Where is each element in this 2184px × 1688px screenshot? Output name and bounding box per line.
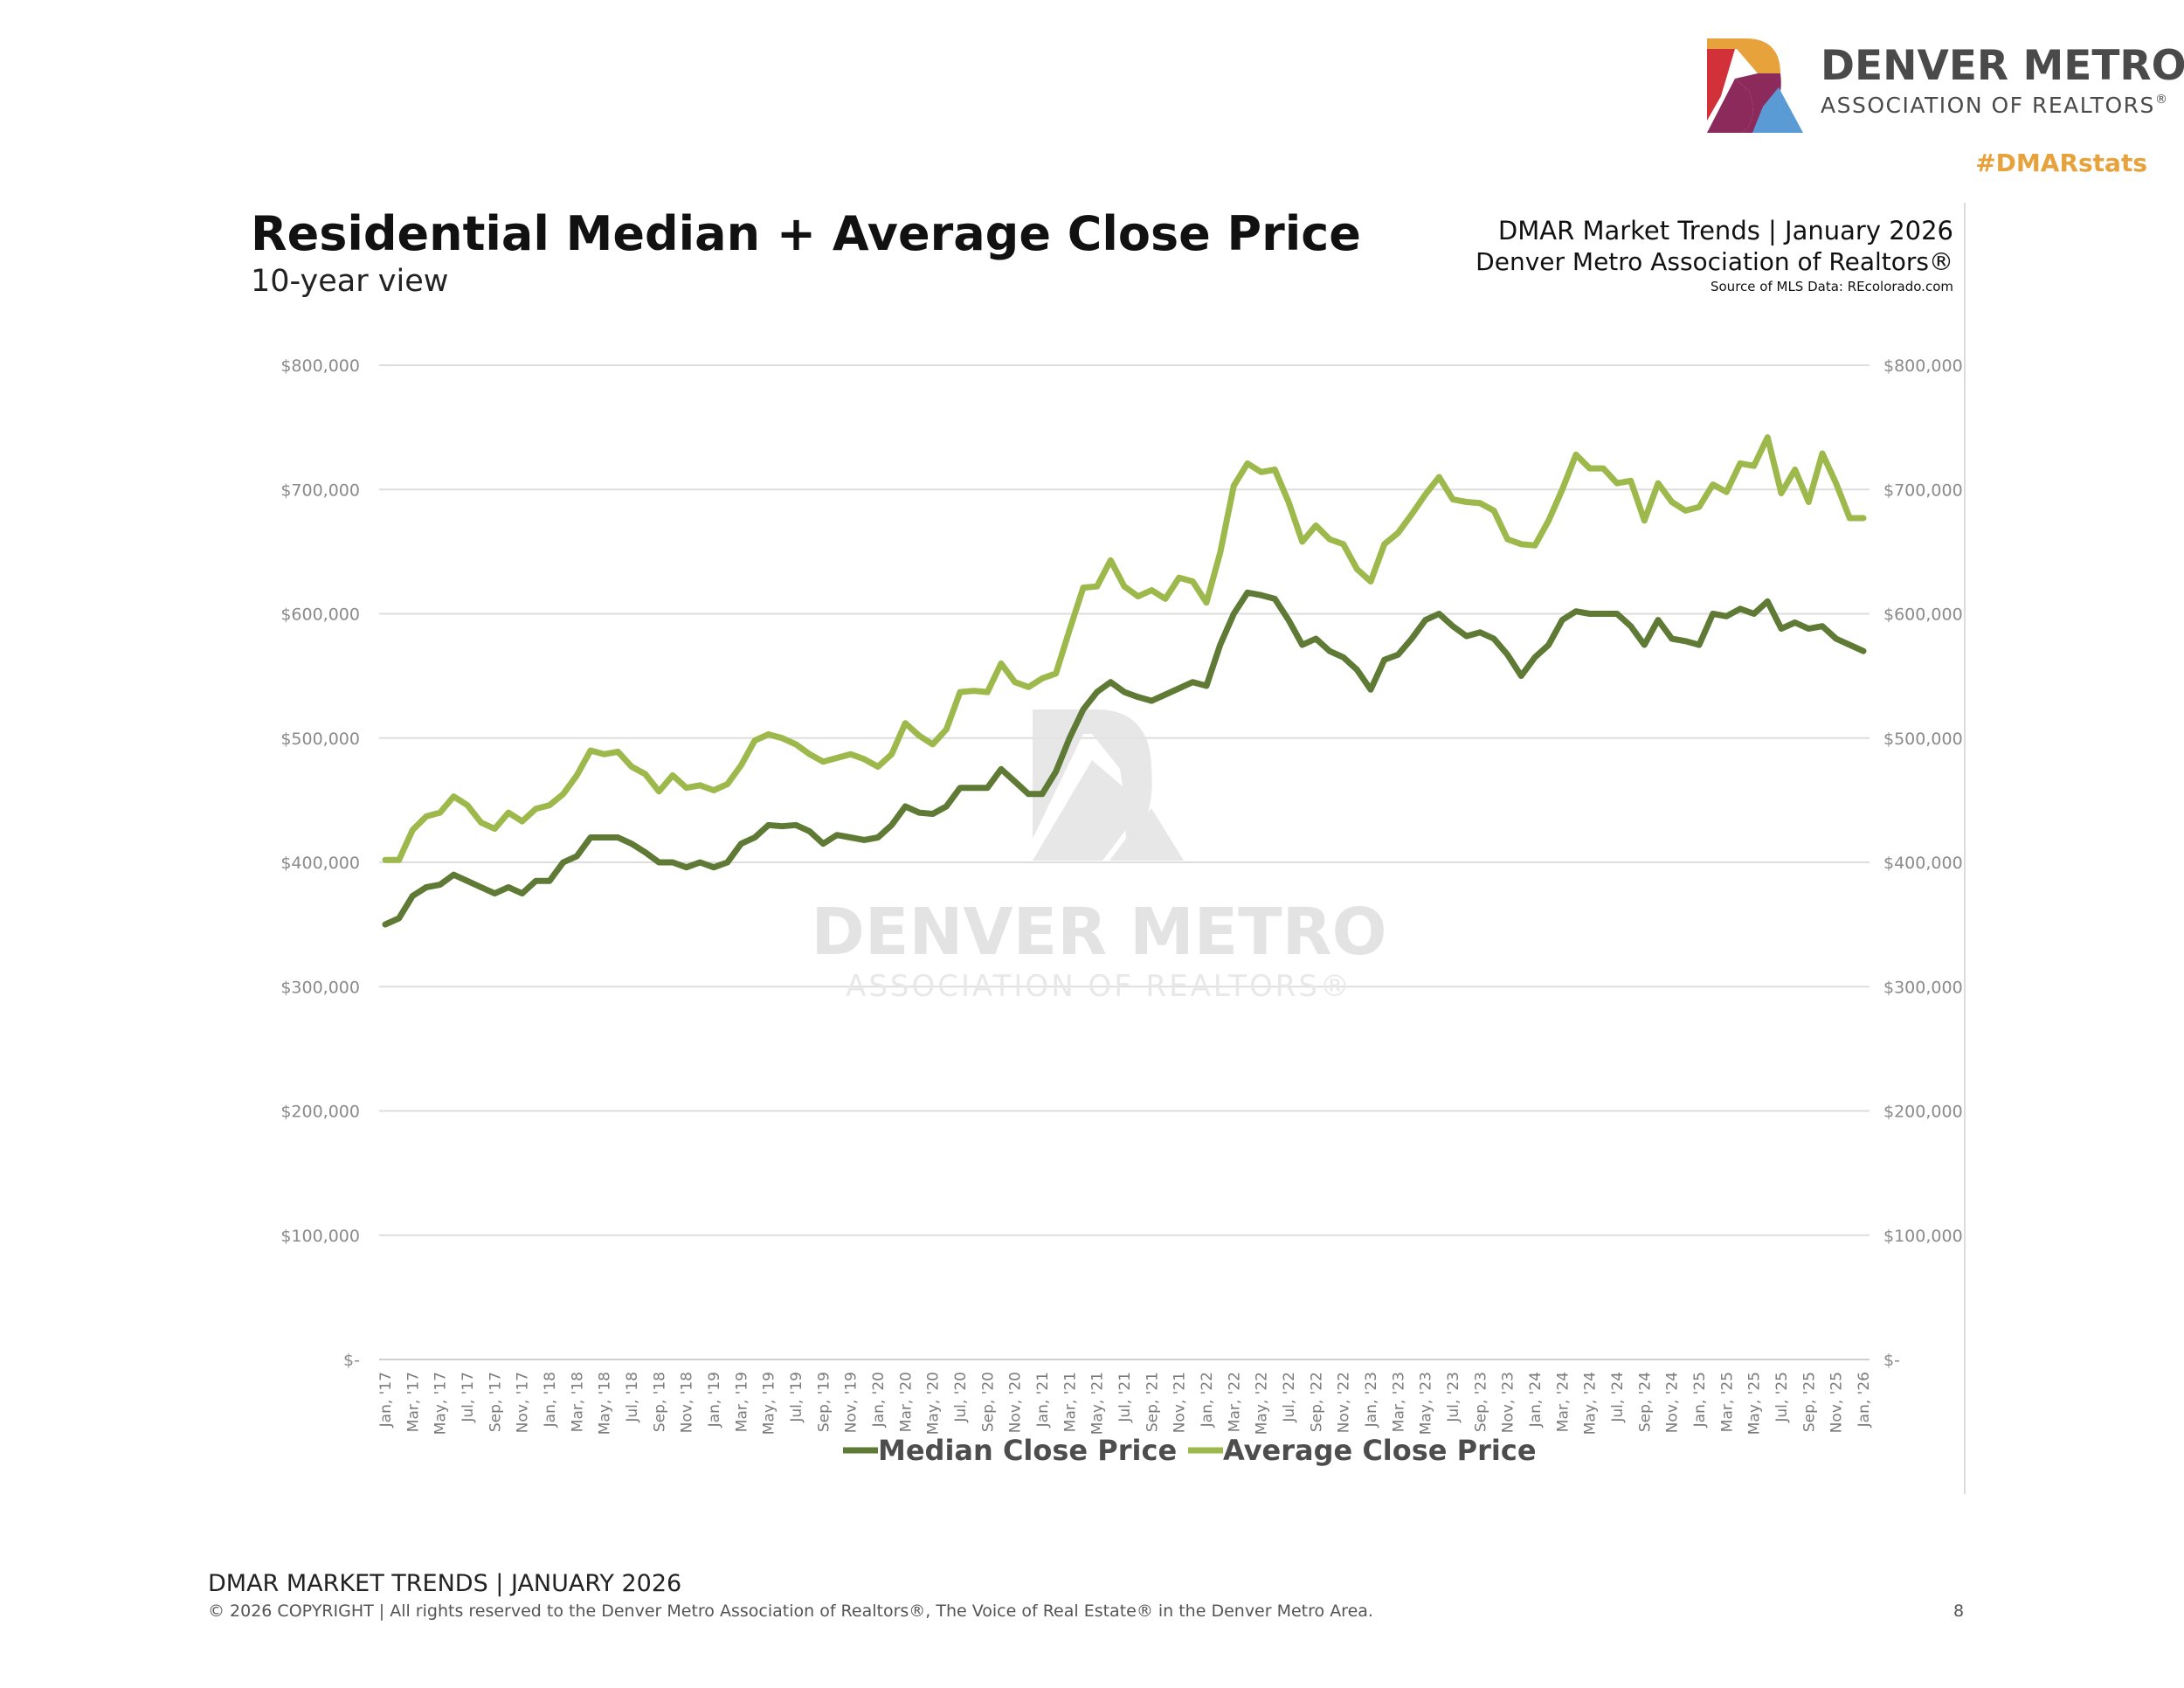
x-tick-label: Sep, '19 [815,1372,833,1432]
y-tick-label-left: $100,000 [280,1227,360,1246]
x-tick-label: Nov, '19 [843,1372,860,1433]
x-tick-label: Jan, '19 [706,1372,723,1428]
watermark-line1: DENVER METRO [811,895,1386,970]
x-tick-label: Nov, '22 [1336,1372,1353,1433]
y-tick-label-left: $400,000 [280,854,360,873]
x-tick-label: Mar, '21 [1061,1372,1079,1432]
series-line-median-close-price [382,589,1867,928]
y-tick-label-left: $- [343,1351,360,1370]
x-tick-label: May, '17 [432,1372,450,1435]
legend-label-average-close-price: Average Close Price [1223,1434,1537,1467]
x-tick-label: Mar, '18 [569,1372,586,1432]
x-tick-label: Jan, '25 [1691,1372,1709,1428]
x-tick-label: Jul, '21 [1116,1372,1134,1423]
x-tick-label: Nov, '25 [1828,1372,1846,1433]
x-tick-label: Nov, '23 [1500,1372,1517,1433]
x-tick-label: Mar, '19 [733,1372,750,1432]
x-tick-label: Jul, '24 [1609,1372,1627,1423]
x-tick-label: Jan, '26 [1856,1372,1873,1428]
source-title: DMAR Market Trends | January 2026 [1497,216,1953,246]
x-tick-label: Mar, '20 [897,1372,915,1432]
brand-name: DENVER METRO [1821,42,2184,90]
line-chart: DENVER METRO ASSOCIATION OF REALTORS® $-… [280,356,1963,1467]
brand-tagline: ASSOCIATION OF REALTORS® [1821,93,2169,118]
footer-title: DMAR MARKET TRENDS | JANUARY 2026 [208,1570,682,1597]
y-tick-label-right: $300,000 [1883,978,1963,997]
x-tick-label: May, '22 [1254,1372,1271,1435]
x-tick-label: Jul, '23 [1445,1372,1462,1423]
x-tick-label: May, '19 [761,1372,778,1435]
x-tick-label: Sep, '17 [487,1372,504,1432]
y-tick-label-right: $200,000 [1883,1103,1963,1122]
x-tick-label: May, '21 [1089,1372,1107,1435]
watermark-line2: ASSOCIATION OF REALTORS® [846,969,1352,1004]
x-tick-label: Mar, '17 [404,1372,422,1432]
x-tick-label: Jan, '18 [542,1372,559,1428]
y-tick-label-left: $600,000 [280,605,360,625]
x-tick-label: Nov, '24 [1664,1372,1682,1433]
chart-subtitle: 10-year view [251,264,449,299]
x-tick-label: Sep, '18 [651,1372,668,1432]
hashtag: #DMARstats [1975,149,2147,177]
x-tick-label: Jul, '20 [952,1372,970,1423]
y-tick-label-left: $500,000 [280,730,360,749]
y-tick-label-right: $800,000 [1883,356,1963,376]
x-tick-label: Nov, '17 [515,1372,532,1433]
x-tick-label: Sep, '21 [1144,1372,1161,1432]
x-tick-label: Sep, '23 [1472,1372,1489,1432]
dmar-logo: DENVER METRO ASSOCIATION OF REALTORS® [1704,37,2184,135]
x-tick-label: Sep, '24 [1636,1372,1654,1432]
source-org: Denver Metro Association of Realtors® [1476,247,1953,276]
x-tick-label: Mar, '25 [1718,1372,1736,1432]
x-tick-label: May, '18 [597,1372,614,1435]
x-tick-label: Jul, '22 [1281,1372,1298,1423]
x-tick-label: Jan, '17 [377,1372,395,1428]
x-tick-label: Mar, '23 [1390,1372,1407,1432]
y-tick-label-right: $- [1883,1351,1900,1370]
footer-copyright: © 2026 COPYRIGHT | All rights reserved t… [208,1602,1373,1621]
x-tick-label: Jan, '20 [870,1372,888,1428]
divider [1964,203,1966,1494]
x-tick-label: Jan, '24 [1527,1372,1545,1428]
x-tick-label: Jan, '23 [1363,1372,1380,1428]
series-line-average-close-price [382,434,1867,863]
x-tick-label: Mar, '22 [1226,1372,1243,1432]
x-tick-label: Nov, '21 [1171,1372,1189,1433]
source-data: Source of MLS Data: REcolorado.com [1710,279,1953,294]
y-tick-label-left: $700,000 [280,481,360,500]
x-tick-label: Jul, '25 [1773,1372,1791,1423]
x-tick-label: Jul, '17 [460,1372,477,1423]
x-tick-label: May, '23 [1418,1372,1435,1435]
source-block: DMAR Market Trends | January 2026 Denver… [1476,215,1953,295]
x-tick-label: Jul, '18 [624,1372,641,1423]
y-tick-label-right: $600,000 [1883,605,1963,625]
y-tick-label-left: $800,000 [280,356,360,376]
x-tick-label: Nov, '20 [1007,1372,1025,1433]
x-tick-label: Sep, '22 [1308,1372,1325,1432]
chart-title: Residential Median + Average Close Price [251,206,1361,261]
x-tick-label: Jul, '19 [788,1372,805,1423]
y-tick-label-right: $500,000 [1883,730,1963,749]
dmar-logo-mark-icon [1707,38,1803,133]
y-tick-label-left: $200,000 [280,1103,360,1122]
x-tick-label: Jan, '22 [1199,1372,1216,1428]
x-tick-label: Nov, '18 [679,1372,696,1433]
x-tick-label: Jan, '21 [1034,1372,1052,1428]
x-tick-label: May, '25 [1746,1372,1764,1435]
y-tick-label-right: $400,000 [1883,854,1963,873]
page-number: 8 [1953,1602,1965,1621]
legend-label-median-close-price: Median Close Price [878,1434,1177,1467]
y-tick-label-right: $700,000 [1883,481,1963,500]
x-tick-label: May, '24 [1582,1372,1600,1435]
y-tick-label-right: $100,000 [1883,1227,1963,1246]
x-tick-label: May, '20 [925,1372,943,1435]
watermark: DENVER METRO ASSOCIATION OF REALTORS® [811,709,1387,1004]
x-tick-label: Mar, '24 [1554,1372,1572,1432]
x-tick-label: Sep, '25 [1800,1372,1818,1432]
y-tick-label-left: $300,000 [280,978,360,997]
x-tick-label: Sep, '20 [979,1372,997,1432]
